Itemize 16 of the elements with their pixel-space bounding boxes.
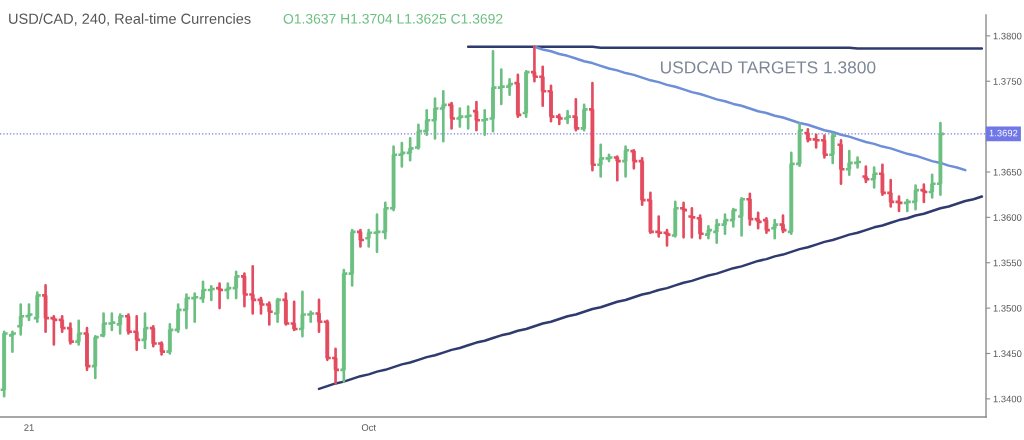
annotation: USDCAD TARGETS 1.3800 (660, 61, 876, 74)
y-tick-label: 1.3800 (993, 32, 1022, 40)
line-series (533, 45, 967, 172)
y-tick-label: 1.3500 (993, 304, 1022, 312)
y-tick-label: 1.3600 (993, 214, 1022, 221)
y-tick-label: 1.3750 (993, 78, 1022, 85)
y-tick-label: 1.3450 (993, 350, 1022, 357)
ref-line-label: 1.3692 (989, 129, 1018, 137)
x-tick-label: Oct (361, 424, 376, 431)
line-series (317, 195, 984, 391)
x-tick-label: 21 (24, 424, 34, 431)
chart-title: USD/CAD, 240, Real-time Currencies (9, 13, 251, 26)
chart-subtitle: O1.3637 H1.3704 L1.3625 C1.3692 (283, 13, 503, 24)
y-tick-label: 1.3400 (993, 395, 1022, 403)
y-tick-label: 1.3550 (993, 259, 1022, 267)
y-tick-label: 1.3650 (993, 168, 1022, 176)
